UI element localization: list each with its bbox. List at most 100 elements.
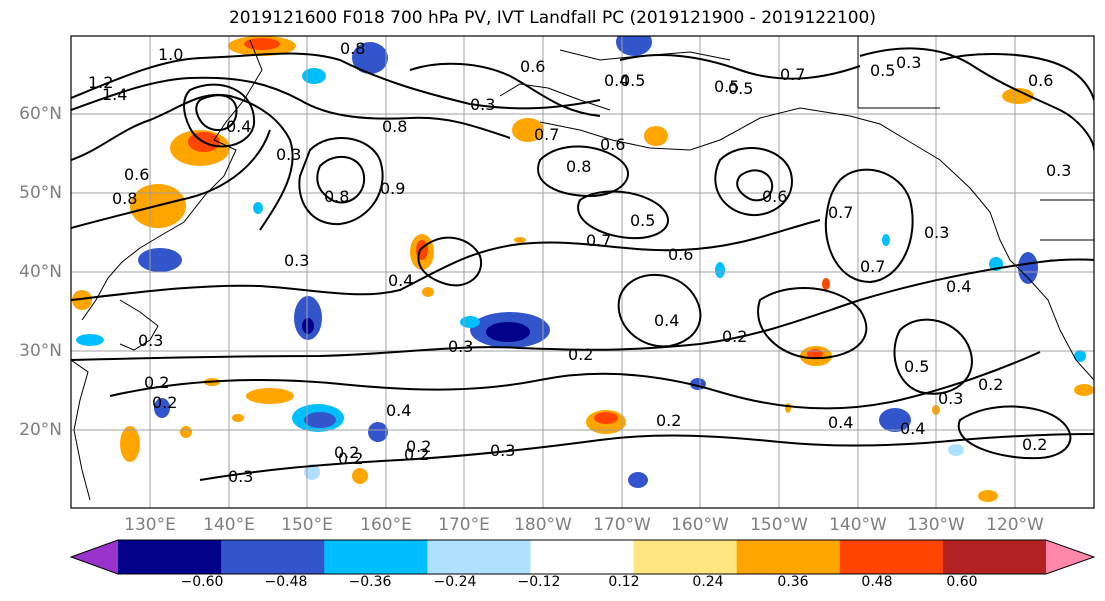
anomaly-region	[879, 408, 911, 432]
lon-label: 150°E	[281, 515, 333, 535]
anomaly-region	[244, 38, 280, 50]
anomaly-region	[154, 398, 170, 418]
coastline	[539, 107, 1094, 381]
lat-label: 50°N	[19, 183, 62, 203]
anomaly-region	[822, 278, 830, 290]
contour-line	[736, 169, 774, 202]
colorbar-outline	[69, 539, 1096, 575]
contour-label: 0.8	[112, 189, 137, 208]
map-title: 2019121600 F018 700 hPa PV, IVT Landfall…	[228, 8, 876, 28]
anomaly-region	[120, 426, 140, 462]
contour-line	[619, 54, 861, 80]
colorbar-cells	[118, 540, 1047, 574]
contour-label: 0.3	[284, 251, 309, 270]
lat-label: 60°N	[19, 104, 62, 124]
anomaly-region	[253, 202, 263, 214]
lon-label: 130°E	[124, 515, 176, 535]
colorbar-tick-label: −0.48	[264, 574, 308, 590]
contour-label: 0.5	[714, 77, 739, 96]
contour-line	[316, 156, 366, 204]
contour-line	[71, 52, 601, 110]
contour-label: 0.3	[490, 441, 515, 460]
anomaly-region	[246, 388, 294, 404]
colorbar-tick-label: 0.36	[777, 574, 809, 590]
contour-label: 0.3	[924, 223, 949, 242]
colorbar-cell	[530, 540, 635, 574]
contour-line	[71, 76, 511, 139]
anomaly-region	[514, 237, 526, 243]
contour-line	[577, 190, 670, 240]
contour-line	[939, 53, 1094, 101]
anomaly-region	[352, 468, 368, 484]
contour-label: 0.3	[470, 95, 495, 114]
colorbar-tick-label: −0.60	[180, 574, 224, 590]
anomaly-region	[302, 68, 326, 84]
contour-label: 0.3	[896, 53, 921, 72]
contour-label: 0.4	[828, 413, 853, 432]
lon-label: 150°W	[750, 515, 808, 535]
contour-label: 0.4	[946, 277, 971, 296]
anomaly-region	[785, 403, 791, 413]
contour-label: 0.2	[1022, 435, 1047, 454]
contour-label: 0.9	[380, 179, 405, 198]
contour-label: 0.2	[338, 449, 363, 468]
coastlines	[71, 36, 1094, 501]
contour-label: 0.8	[324, 187, 349, 206]
lon-label: 120°W	[986, 515, 1044, 535]
anomaly-region	[304, 464, 320, 480]
colorbar-extend-low	[71, 540, 118, 574]
anomaly-region	[76, 334, 104, 346]
contour-line	[757, 287, 868, 360]
contour-label: 0.4	[388, 271, 413, 290]
anomaly-region	[512, 118, 544, 142]
contour-label: 0.7	[860, 257, 885, 276]
contour-label: 0.7	[828, 203, 853, 222]
colorbar-cell	[118, 540, 222, 574]
colorbar-tick-label: −0.24	[433, 574, 477, 590]
contour-label: 0.2	[334, 443, 359, 462]
contour-line	[893, 318, 973, 395]
contour-label: 0.8	[566, 157, 591, 176]
colorbar-extend-high	[1046, 540, 1094, 574]
anomaly-region	[460, 316, 480, 328]
colorbar-cell	[324, 540, 428, 574]
pv-contours	[71, 47, 1094, 481]
anomaly-region	[715, 262, 725, 278]
contour-label: 0.6	[124, 165, 149, 184]
anomaly-region	[422, 287, 434, 297]
coastline	[81, 39, 263, 321]
contour-label: 0.2	[152, 393, 177, 412]
colorbar-cell	[942, 540, 1047, 574]
colorbar-cell	[633, 540, 738, 574]
contour-line	[71, 93, 294, 231]
contour-label: 1.2	[88, 73, 113, 92]
anomaly-region	[594, 412, 618, 424]
colorbar-tick-label: 0.48	[861, 574, 893, 590]
lon-label: 160°W	[671, 515, 729, 535]
colorbar-tick-label: −0.36	[348, 574, 392, 590]
anomaly-region	[368, 422, 388, 442]
anomaly-region	[304, 412, 336, 428]
coastline	[119, 299, 159, 351]
coastline	[71, 359, 91, 501]
anomaly-region	[644, 126, 668, 146]
contour-label: 0.8	[382, 117, 407, 136]
contour-line	[417, 236, 483, 287]
anomaly-region	[882, 234, 890, 246]
colorbar-tick-label: −0.12	[517, 574, 561, 590]
anomaly-region	[72, 290, 92, 310]
contour-label: 0.5	[870, 61, 895, 80]
anomaly-region	[180, 426, 192, 438]
border	[857, 36, 1094, 261]
colorbar-cell	[221, 540, 325, 574]
coastline	[499, 83, 611, 111]
colorbar-tick-label: 0.12	[608, 574, 640, 590]
contour-labels: 1.0 1.2 1.4 0.8 0.6 0.4 0.4 0.5 0.7 0.7 …	[88, 39, 1071, 486]
contour-line	[298, 136, 384, 226]
anomaly-region	[352, 42, 388, 74]
anomaly-region	[486, 322, 530, 342]
contour-label: 0.2	[656, 411, 681, 430]
contour-label: 0.7	[586, 231, 611, 250]
contour-line	[409, 62, 601, 117]
